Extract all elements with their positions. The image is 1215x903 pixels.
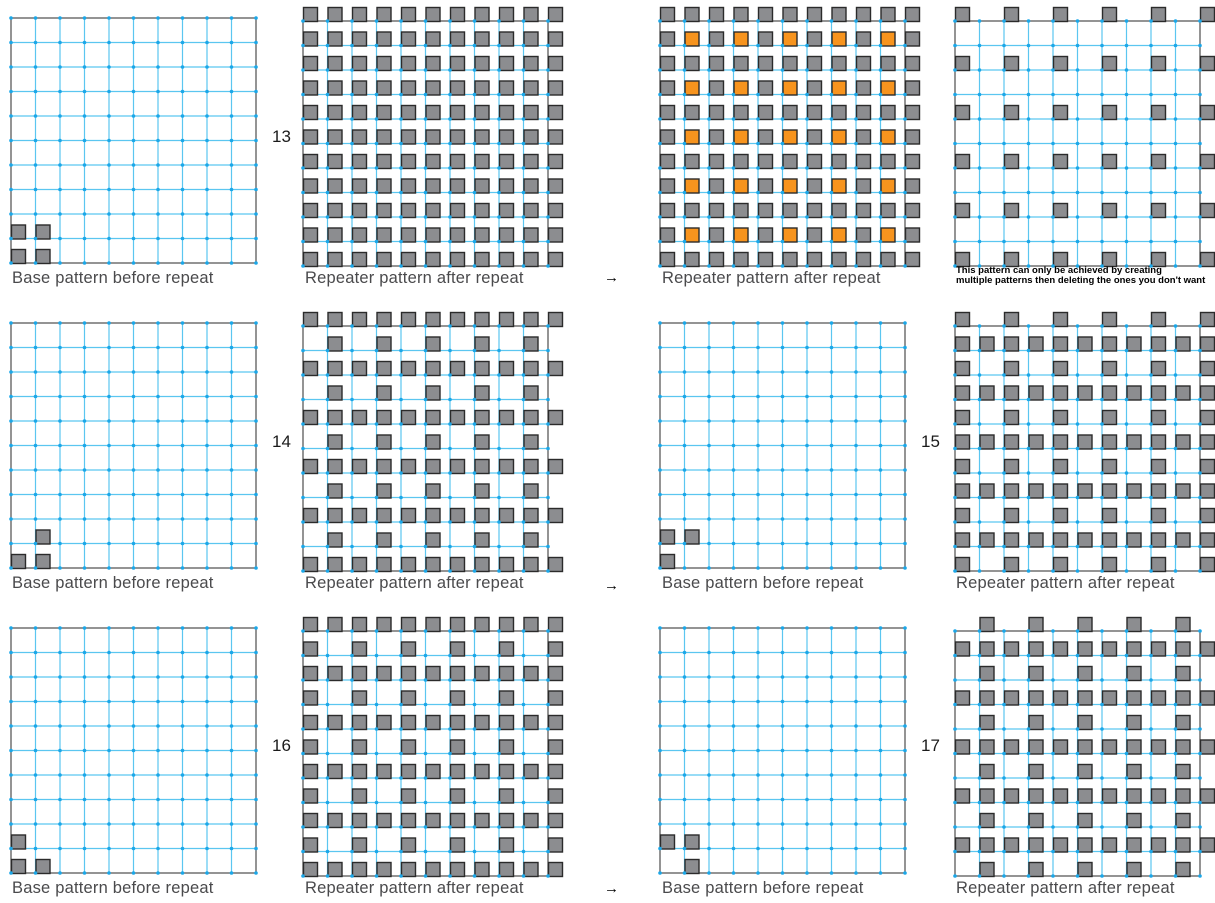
grid-panel-base-16 [8, 613, 274, 877]
grid-panel-base-14 [8, 308, 274, 572]
panel-label-base-14: Base pattern before repeat [12, 574, 214, 592]
panel-label-repeater-14: Repeater pattern after repeat [305, 574, 524, 592]
arrow-right-icon: → [604, 577, 619, 594]
grid-panel-repeater-17 [952, 616, 1215, 880]
panel-label-repeater-13-orange: Repeater pattern after repeat [662, 269, 881, 287]
panel-label-repeater-16: Repeater pattern after repeat [305, 879, 524, 897]
grid-panel-repeater-13-orange [657, 6, 923, 270]
figure-number-14: 14 [272, 432, 291, 451]
figure-number-17: 17 [921, 736, 940, 755]
grid-panel-repeater-15 [952, 311, 1215, 575]
panel-label-base-15: Base pattern before repeat [662, 574, 864, 592]
panel-label-repeater-13: Repeater pattern after repeat [305, 269, 524, 287]
grid-panel-repeater-14 [300, 311, 566, 575]
grid-panel-repeater-13 [300, 6, 566, 270]
figure-number-15: 15 [921, 432, 940, 451]
note-line-1: This pattern can only be achieved by cre… [956, 265, 1162, 276]
arrow-right-icon: → [604, 269, 619, 286]
panel-label-repeater-17: Repeater pattern after repeat [956, 879, 1175, 897]
panel-label-base-16: Base pattern before repeat [12, 879, 214, 897]
figure-number-16: 16 [272, 736, 291, 755]
note-line-2: multiple patterns then deleting the ones… [956, 275, 1206, 286]
grid-panel-repeater-16 [300, 616, 566, 880]
grid-panel-deleted-pattern-13 [952, 6, 1215, 270]
arrow-right-icon: → [604, 880, 619, 897]
grid-panel-base-17 [657, 613, 923, 877]
panel-label-base-13: Base pattern before repeat [12, 269, 214, 287]
grid-panel-base-15 [657, 308, 923, 572]
figure-number-13: 13 [272, 127, 291, 146]
panel-label-repeater-15: Repeater pattern after repeat [956, 574, 1175, 592]
grid-panel-base-13 [8, 3, 274, 267]
panel-label-base-17: Base pattern before repeat [662, 879, 864, 897]
